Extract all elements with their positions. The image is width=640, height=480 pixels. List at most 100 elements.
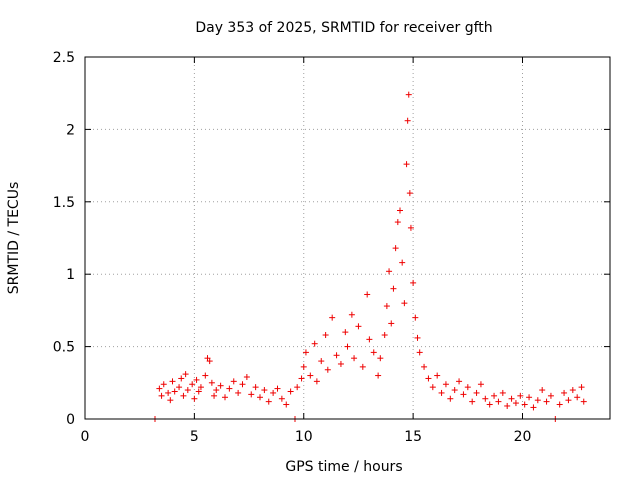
data-point: [359, 363, 366, 370]
data-point: [370, 349, 377, 356]
data-point: [383, 303, 390, 310]
data-point: [351, 355, 358, 362]
data-point: [311, 340, 318, 347]
plot-frame: [84, 56, 611, 420]
data-point: [193, 376, 200, 383]
y-tick-label: 0.5: [53, 340, 75, 356]
data-point: [406, 190, 413, 197]
data-point: [399, 259, 406, 266]
data-point: [364, 291, 371, 298]
data-point: [302, 349, 309, 356]
data-point: [217, 382, 224, 389]
data-point: [386, 268, 393, 275]
data-point: [322, 332, 329, 339]
x-axis-label: GPS time / hours: [285, 459, 402, 475]
data-point: [294, 384, 301, 391]
data-point: [447, 395, 454, 402]
data-point: [252, 384, 259, 391]
data-point: [460, 391, 467, 398]
data-point: [287, 388, 294, 395]
data-point: [248, 391, 255, 398]
data-point: [412, 314, 419, 321]
data-point: [464, 384, 471, 391]
data-point: [344, 343, 351, 350]
data-point: [561, 389, 568, 396]
data-point: [366, 336, 373, 343]
x-tick-label: 20: [514, 429, 532, 445]
data-point: [265, 398, 272, 405]
data-point: [329, 314, 336, 321]
data-point: [574, 394, 581, 401]
data-point: [156, 385, 163, 392]
data-point: [425, 375, 432, 382]
x-tick-label: 5: [190, 429, 199, 445]
data-point: [580, 398, 587, 405]
data-point: [375, 372, 382, 379]
data-point: [195, 388, 202, 395]
data-point: [469, 398, 476, 405]
data-point: [171, 388, 178, 395]
data-point: [377, 355, 384, 362]
data-point: [451, 387, 458, 394]
data-point: [438, 389, 445, 396]
data-point: [482, 395, 489, 402]
data-point: [337, 360, 344, 367]
data-point: [333, 352, 340, 359]
data-point: [278, 395, 285, 402]
data-point: [442, 381, 449, 388]
data-point: [473, 389, 480, 396]
data-point: [300, 363, 307, 370]
data-point: [556, 401, 563, 408]
data-point: [569, 387, 576, 394]
data-point: [421, 363, 428, 370]
data-point: [456, 378, 463, 385]
data-point: [392, 245, 399, 252]
data-point: [394, 219, 401, 226]
data-point: [401, 300, 408, 307]
data-point: [167, 397, 174, 404]
data-point: [407, 224, 414, 231]
data-point: [184, 387, 191, 394]
chart-title: Day 353 of 2025, SRMTID for receiver gft…: [195, 20, 492, 36]
data-point: [324, 366, 331, 373]
data-point: [313, 378, 320, 385]
y-tick-label: 0: [66, 412, 75, 428]
data-point: [486, 401, 493, 408]
data-point: [530, 404, 537, 411]
data-point: [404, 117, 411, 124]
x-tick-labels: 0 5 10 15 20: [81, 429, 532, 445]
data-point: [270, 389, 277, 396]
data-point: [434, 372, 441, 379]
data-point: [390, 285, 397, 292]
data-point: [499, 389, 506, 396]
data-point: [491, 392, 498, 399]
x-tick-label: 0: [81, 429, 90, 445]
data-point: [526, 394, 533, 401]
data-point: [403, 161, 410, 168]
data-point: [176, 384, 183, 391]
data-point: [512, 400, 519, 407]
data-point: [477, 381, 484, 388]
data-point: [405, 91, 412, 98]
data-point: [283, 401, 290, 408]
data-point: [213, 387, 220, 394]
data-point: [169, 378, 176, 385]
data-point: [517, 392, 524, 399]
data-point: [578, 384, 585, 391]
data-point: [226, 385, 233, 392]
data-point: [235, 389, 242, 396]
data-point: [208, 379, 215, 386]
data-point: [543, 398, 550, 405]
data-point: [414, 334, 421, 341]
data-point: [397, 207, 403, 214]
data-point: [565, 397, 572, 404]
data-point: [158, 392, 165, 399]
data-point: [534, 397, 541, 404]
data-point: [429, 384, 436, 391]
data-point: [180, 392, 187, 399]
y-tick-label: 2: [66, 122, 75, 138]
data-point: [230, 378, 237, 385]
x-tick-label: 15: [404, 429, 422, 445]
data-point: [160, 381, 167, 388]
